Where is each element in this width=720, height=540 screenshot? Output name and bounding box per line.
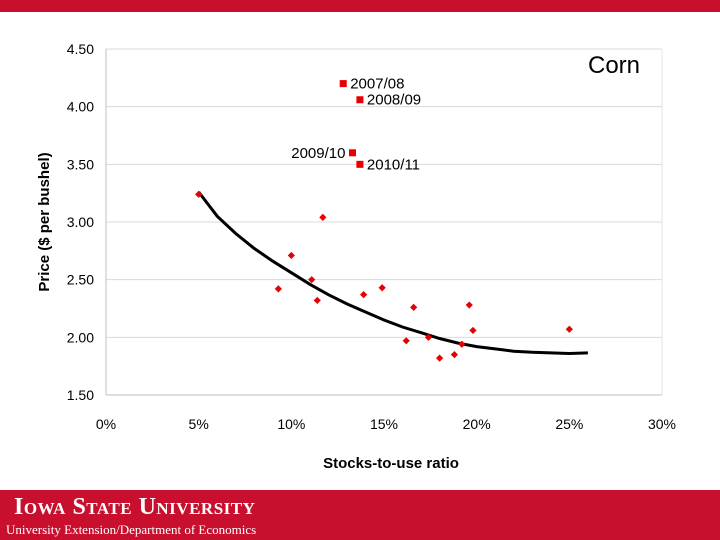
data-point-diamond bbox=[402, 337, 410, 345]
y-tick-label: 1.50 bbox=[67, 387, 94, 403]
top-brand-bar bbox=[0, 0, 720, 12]
data-point-diamond bbox=[410, 303, 418, 311]
data-point-diamond bbox=[378, 284, 386, 292]
data-point-diamond bbox=[313, 296, 321, 305]
university-logo: Iowa State University bbox=[14, 494, 256, 520]
point-label: 2010/11 bbox=[367, 156, 420, 173]
data-point-diamond bbox=[319, 213, 327, 221]
y-tick-label: 3.00 bbox=[67, 214, 94, 230]
x-tick-label: 5% bbox=[189, 416, 209, 432]
data-point-diamond bbox=[287, 251, 295, 260]
x-tick-label: 25% bbox=[555, 416, 583, 432]
point-label: 2009/10 bbox=[291, 145, 345, 162]
point-label: 2008/09 bbox=[367, 92, 421, 109]
gridlines bbox=[106, 48, 662, 338]
x-axis-label: Stocks-to-use ratio bbox=[323, 455, 459, 472]
data-point-diamond bbox=[274, 285, 282, 293]
department-subtitle: University Extension/Department of Econo… bbox=[6, 522, 257, 537]
data-point-diamond bbox=[450, 351, 459, 359]
tick-labels: 1.50 2.00 2.50 3.00 3.50 4.00 4.50 0% 5% 10% 15% 20… bbox=[67, 41, 676, 432]
data-point-diamond bbox=[360, 291, 368, 299]
data-point-diamond bbox=[469, 326, 477, 335]
trend-curve bbox=[197, 191, 588, 356]
y-tick-label: 2.00 bbox=[67, 329, 94, 345]
point-label: 2007/08 bbox=[350, 76, 404, 93]
x-tick-label: 30% bbox=[648, 416, 676, 432]
axes bbox=[105, 49, 663, 396]
footer-bar: Iowa State University University Extensi… bbox=[0, 490, 720, 540]
chart-area: 1.50 2.00 2.50 3.00 3.50 4.00 4.50 0% 5% 10% 15% 20… bbox=[0, 12, 720, 490]
data-point-diamond bbox=[436, 354, 444, 362]
data-points bbox=[195, 80, 573, 362]
data-point-diamond bbox=[465, 301, 473, 309]
y-tick-label: 4.00 bbox=[67, 99, 94, 115]
y-axis-label: Price ($ per bushel) bbox=[36, 152, 53, 291]
y-tick-label: 2.50 bbox=[67, 272, 94, 288]
data-point-diamond bbox=[458, 340, 466, 348]
data-point-square bbox=[348, 149, 356, 157]
price-vs-stocks-chart: 1.50 2.00 2.50 3.00 3.50 4.00 4.50 0% 5% 10% 15% 20… bbox=[36, 41, 676, 472]
x-tick-label: 20% bbox=[463, 416, 491, 432]
y-tick-label: 4.50 bbox=[67, 41, 94, 57]
chart-title: Corn bbox=[588, 52, 640, 79]
data-point-diamond bbox=[195, 190, 203, 198]
data-point-square bbox=[356, 160, 364, 168]
data-point-diamond bbox=[424, 333, 433, 341]
y-tick-label: 3.50 bbox=[67, 156, 94, 172]
data-point-square bbox=[356, 96, 364, 104]
data-point-square bbox=[339, 80, 347, 88]
x-tick-label: 15% bbox=[370, 416, 398, 432]
data-point-diamond bbox=[308, 276, 316, 284]
x-tick-label: 10% bbox=[277, 416, 305, 432]
x-tick-label: 0% bbox=[96, 416, 116, 432]
data-point-diamond bbox=[565, 325, 573, 333]
